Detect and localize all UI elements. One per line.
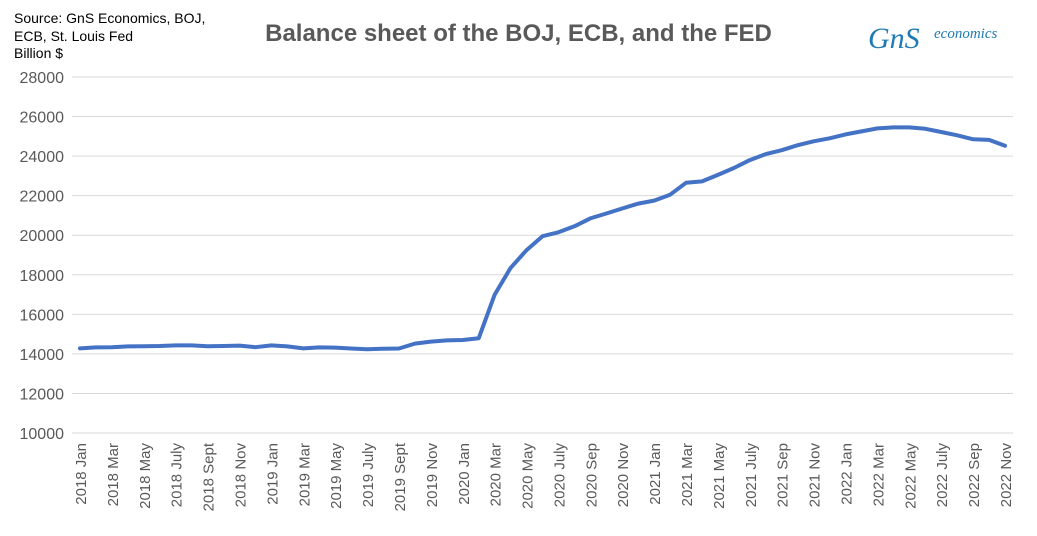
x-tick-label: 2019 Nov [424, 443, 441, 508]
y-axis-ticks: 10000 12000 14000 16000 18000 20000 22000 24000… [20, 70, 65, 443]
y-tick-label: 12000 [20, 386, 65, 403]
series-line [78, 125, 1007, 352]
x-tick-label: 2019 Jan [264, 443, 281, 505]
x-tick-label: 2021 May [711, 443, 728, 509]
x-tick-label: 2019 Sept [392, 442, 409, 511]
unit-label: Billion $ [14, 45, 64, 61]
y-tick-label: 22000 [20, 189, 65, 206]
y-tick-label: 16000 [20, 307, 65, 324]
y-tick-label: 14000 [20, 347, 65, 364]
x-tick-label: 2021 July [743, 443, 760, 508]
x-tick-label: 2022 Jan [839, 443, 856, 505]
y-tick-label: 24000 [20, 149, 65, 166]
x-tick-label: 2018 Nov [232, 443, 249, 508]
chart-title: Balance sheet of the BOJ, ECB, and the F… [265, 20, 772, 47]
x-tick-label: 2022 May [902, 443, 919, 509]
x-tick-label: 2019 Mar [296, 443, 313, 506]
x-tick-label: 2022 Nov [998, 443, 1015, 508]
x-tick-label: 2022 Mar [870, 443, 887, 506]
x-tick-label: 2018 July [169, 443, 186, 508]
x-axis-ticks: 2018 Jan 2018 Mar 2018 May 2018 July 2018 Se… [73, 442, 1015, 511]
source-note: Source: GnS Economics, BOJ, ECB, St. Lou… [14, 10, 206, 44]
logo-sub-text: economics [934, 26, 997, 42]
y-tick-label: 10000 [20, 426, 65, 443]
x-tick-label: 2018 May [137, 443, 154, 509]
y-tick-label: 28000 [20, 70, 65, 87]
x-tick-label: 2018 Jan [73, 443, 90, 505]
x-tick-label: 2020 Jan [456, 443, 473, 505]
x-tick-label: 2020 Mar [488, 443, 505, 506]
x-tick-label: 2018 Mar [105, 443, 122, 506]
gns-economics-logo: GnS economics [868, 22, 997, 55]
x-tick-label: 2020 Nov [615, 443, 632, 508]
x-tick-label: 2020 May [520, 443, 537, 509]
x-tick-label: 2021 Sep [775, 443, 792, 507]
x-tick-label: 2022 July [934, 443, 951, 508]
series-group [78, 125, 1007, 352]
x-tick-label: 2022 Sep [966, 443, 983, 507]
x-tick-label: 2019 May [328, 443, 345, 509]
y-tick-label: 26000 [20, 110, 65, 127]
y-tick-label: 18000 [20, 268, 65, 285]
logo-main-text: GnS [868, 22, 920, 55]
x-tick-label: 2020 Sep [583, 443, 600, 507]
y-tick-label: 20000 [20, 228, 65, 245]
gridlines [72, 76, 1013, 434]
x-tick-label: 2019 July [360, 443, 377, 508]
x-tick-label: 2021 Mar [679, 443, 696, 506]
x-tick-label: 2021 Jan [647, 443, 664, 505]
x-tick-label: 2020 July [551, 443, 568, 508]
x-tick-label: 2021 Nov [807, 443, 824, 508]
x-tick-label: 2018 Sept [201, 442, 218, 511]
